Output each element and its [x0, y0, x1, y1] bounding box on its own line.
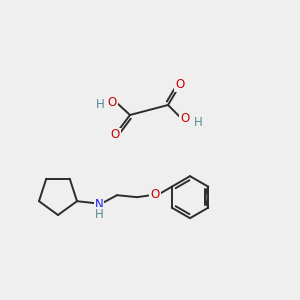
Text: H: H	[194, 116, 202, 128]
Text: O: O	[176, 79, 184, 92]
Text: O: O	[110, 128, 120, 142]
Text: H: H	[94, 208, 103, 221]
Text: H: H	[96, 98, 104, 112]
Text: O: O	[150, 188, 160, 201]
Text: O: O	[180, 112, 190, 124]
Text: O: O	[107, 95, 117, 109]
Text: N: N	[94, 198, 103, 211]
